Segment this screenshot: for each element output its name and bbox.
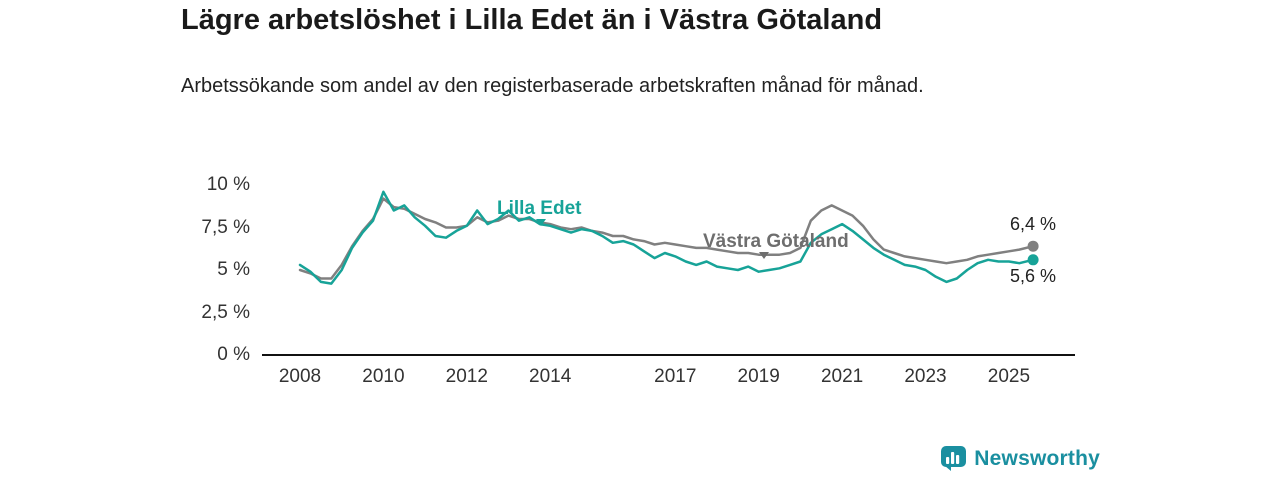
lilla-edet-end-dot	[1027, 254, 1039, 266]
y-tick-label: 7,5 %	[201, 216, 250, 238]
x-tick-label: 2012	[445, 366, 488, 387]
vastra-gotaland-label-pointer-icon	[759, 252, 769, 259]
y-tick-label: 2,5 %	[201, 301, 250, 323]
lilla-edet-series-label: Lilla Edet	[497, 198, 582, 219]
x-tick-label: 2017	[654, 366, 697, 387]
x-tick-label: 2008	[278, 366, 322, 387]
x-tick-label: 2019	[737, 366, 780, 387]
x-tick-label: 2025	[987, 366, 1031, 387]
vastra-gotaland-line	[298, 197, 1035, 280]
chart-subtitle: Arbetssökande som andel av den registerb…	[181, 75, 924, 97]
lilla-edet-line	[298, 190, 1035, 285]
x-tick-label: 2010	[362, 366, 405, 387]
x-tick-label: 2014	[529, 366, 572, 387]
vastra-gotaland-series-label: Västra Götaland	[703, 231, 849, 252]
y-tick-label: 0 %	[217, 344, 250, 365]
newsworthy-wordmark: Newsworthy	[974, 446, 1100, 470]
lilla-edet-label-pointer-icon	[536, 219, 546, 226]
newsworthy-logo[interactable]: Newsworthy	[940, 445, 1100, 472]
y-tick-label: 5 %	[217, 259, 250, 280]
y-tick-label: 10 %	[206, 174, 250, 195]
vastra-gotaland-end-dot	[1027, 240, 1039, 252]
newsworthy-bar-chart-icon	[941, 446, 967, 471]
vastra-gotaland-end-value: 6,4 %	[1010, 214, 1057, 234]
lilla-edet-end-value: 5,6 %	[1010, 266, 1057, 286]
x-tick-label: 2021	[820, 366, 864, 387]
x-tick-label: 2023	[904, 366, 947, 387]
chart-title: Lägre arbetslöshet i Lilla Edet än i Väs…	[181, 4, 883, 36]
